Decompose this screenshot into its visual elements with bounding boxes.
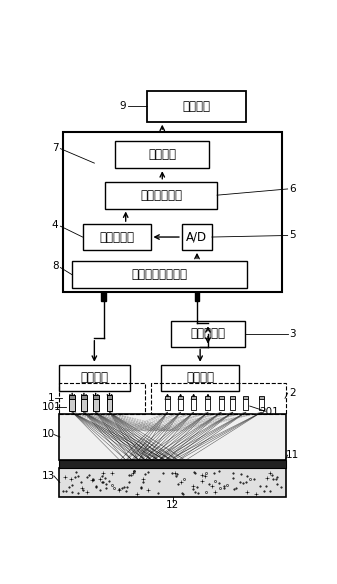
Text: 显示装置: 显示装置: [182, 100, 210, 113]
Bar: [147, 91, 246, 122]
Bar: [206, 397, 210, 410]
Text: 内置放大器: 内置放大器: [99, 231, 134, 244]
Bar: [81, 396, 87, 411]
Bar: [161, 364, 239, 391]
Bar: [191, 396, 196, 399]
Text: 5: 5: [289, 231, 296, 241]
Text: 10: 10: [42, 429, 55, 440]
Text: 3: 3: [289, 329, 296, 339]
Bar: [206, 396, 210, 399]
Bar: [59, 468, 286, 496]
Bar: [72, 261, 247, 288]
Bar: [59, 460, 286, 468]
Bar: [243, 396, 248, 399]
Bar: [106, 395, 112, 399]
Text: 11: 11: [286, 450, 300, 460]
Bar: [59, 364, 130, 391]
Bar: [101, 293, 105, 301]
Text: 12: 12: [166, 500, 179, 510]
Bar: [59, 414, 286, 460]
Text: A/D: A/D: [186, 231, 208, 244]
Text: 外置放大器: 外置放大器: [190, 327, 225, 340]
Bar: [230, 396, 235, 399]
Bar: [165, 397, 170, 410]
Bar: [69, 396, 75, 411]
Text: 数据处理单元: 数据处理单元: [140, 189, 182, 201]
Bar: [63, 132, 282, 293]
Bar: [59, 383, 145, 414]
Bar: [165, 396, 170, 399]
Text: 13: 13: [42, 471, 55, 481]
Bar: [172, 321, 245, 347]
Bar: [178, 397, 183, 410]
Bar: [81, 395, 87, 399]
Bar: [115, 141, 209, 168]
Bar: [178, 396, 183, 399]
Bar: [83, 224, 151, 250]
Bar: [259, 396, 264, 399]
Bar: [151, 383, 286, 414]
Bar: [105, 182, 217, 208]
Text: 2: 2: [289, 388, 296, 398]
Bar: [219, 397, 223, 410]
Text: 201: 201: [259, 407, 279, 417]
Text: 4: 4: [52, 220, 59, 230]
Text: 1: 1: [48, 393, 55, 404]
Bar: [93, 396, 98, 411]
Bar: [243, 397, 248, 410]
Bar: [93, 395, 98, 399]
Bar: [191, 397, 196, 410]
Text: 101: 101: [41, 402, 61, 412]
Text: 9: 9: [120, 101, 126, 112]
Bar: [259, 397, 264, 410]
Text: 回波信号: 回波信号: [186, 371, 214, 384]
Bar: [230, 397, 235, 410]
Text: 7: 7: [52, 142, 59, 152]
Bar: [69, 395, 75, 399]
Bar: [195, 293, 199, 301]
Text: 存储单元: 存储单元: [148, 148, 176, 161]
Text: 8: 8: [52, 262, 59, 272]
Text: 发射信号: 发射信号: [80, 371, 109, 384]
Text: 信号发射接收元件: 信号发射接收元件: [132, 268, 188, 281]
Bar: [182, 224, 212, 250]
Text: 6: 6: [289, 184, 296, 194]
Bar: [219, 396, 223, 399]
Bar: [106, 396, 112, 411]
